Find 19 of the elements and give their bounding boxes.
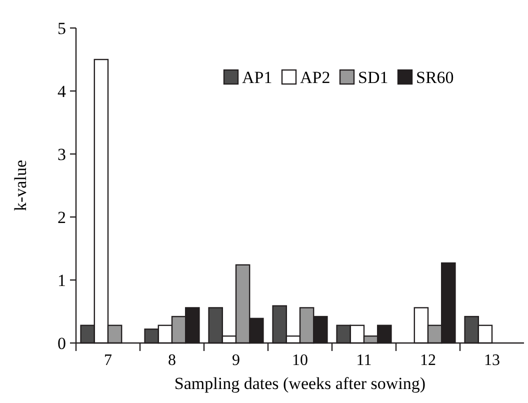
legend-label: AP1 (242, 68, 272, 87)
x-tick-label: 9 (232, 352, 240, 369)
y-tick-label: 4 (58, 82, 66, 101)
x-tick-label: 13 (484, 352, 500, 369)
x-tick-label: 10 (292, 352, 308, 369)
legend-label: AP2 (300, 68, 330, 87)
y-tick-label: 3 (58, 144, 66, 164)
y-tick-label: 5 (58, 18, 66, 38)
x-tick-label: 7 (104, 352, 112, 369)
x-tick-label: 8 (168, 352, 176, 369)
y-tick-label: 1 (58, 270, 66, 290)
y-tick-label: 2 (58, 208, 66, 227)
legend-label: SR60 (416, 68, 454, 87)
x-tick-label: 12 (420, 352, 436, 369)
x-tick-label: 11 (356, 352, 372, 369)
y-axis-title: k-value (11, 160, 30, 211)
legend-label: SD1 (358, 68, 388, 87)
y-tick-label: 0 (58, 334, 66, 353)
x-axis-title: Sampling dates (weeks after sowing) (174, 374, 426, 393)
